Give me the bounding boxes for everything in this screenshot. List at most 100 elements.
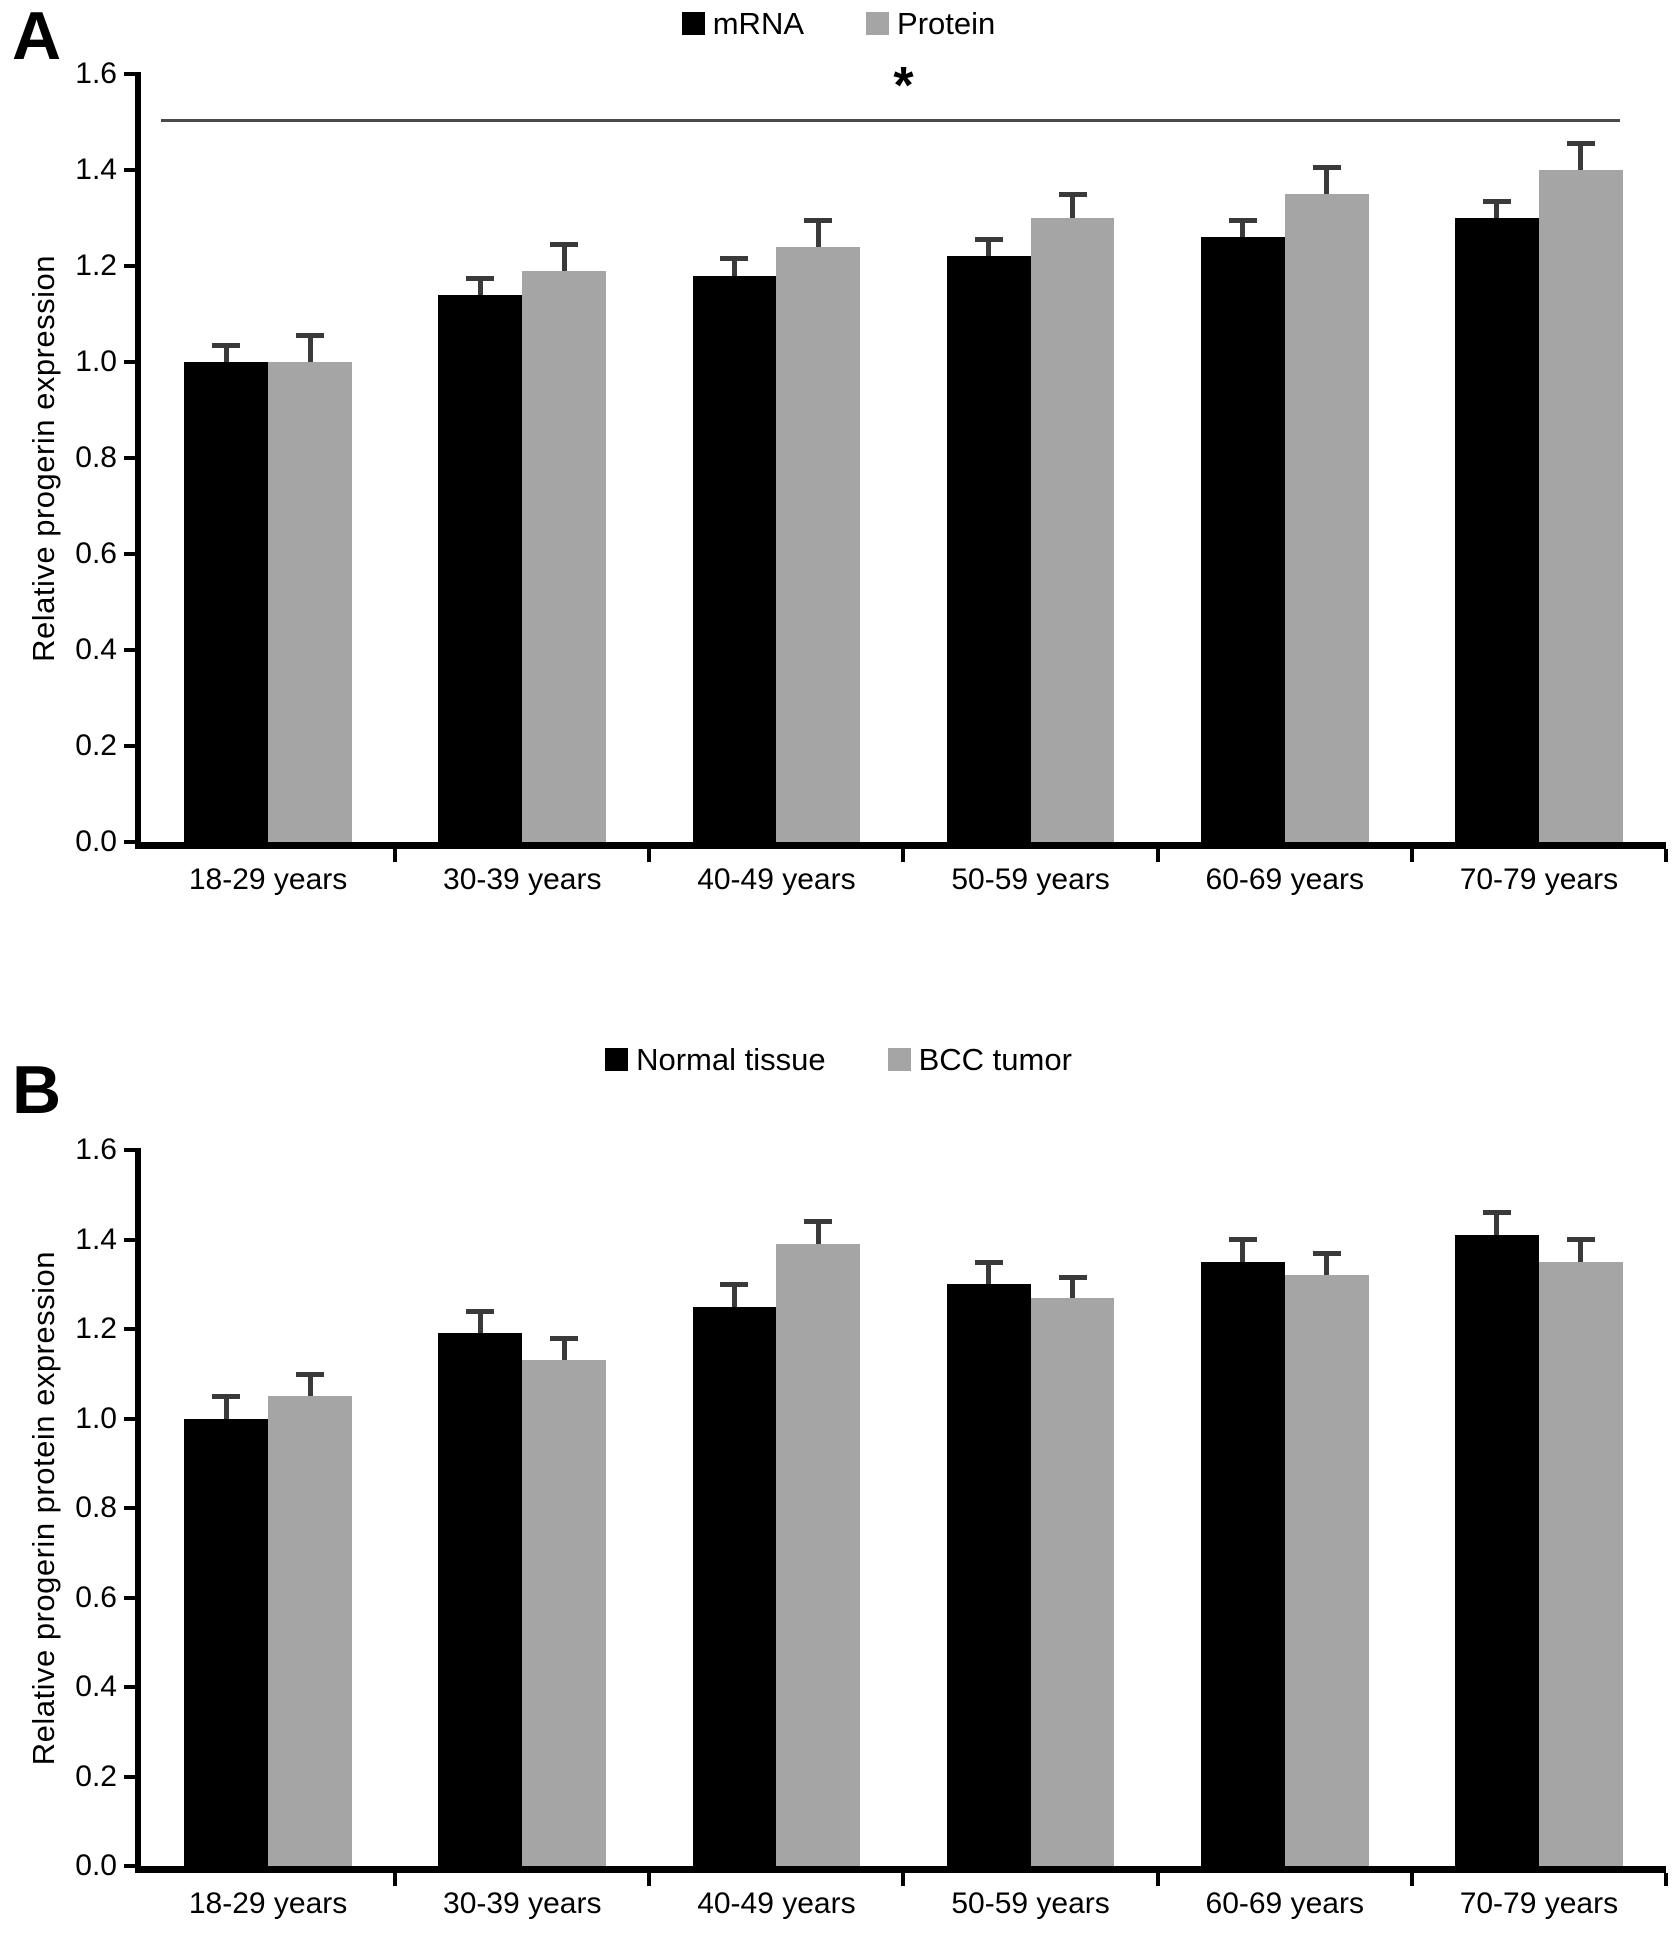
legend-swatch-normal-tissue xyxy=(605,1048,629,1071)
error-bar-cap xyxy=(466,275,495,281)
bar-protein xyxy=(1030,218,1115,842)
panel-a-label: A xyxy=(12,0,62,74)
error-bar-cap xyxy=(1566,141,1595,147)
bar-slot xyxy=(1030,1150,1115,1866)
bar-group: 18-29 years xyxy=(141,74,398,895)
error-bar-cap xyxy=(1482,1210,1511,1216)
bar-bcc-tumor xyxy=(776,1243,861,1866)
y-tick xyxy=(124,72,141,76)
bar-slot xyxy=(1200,74,1285,842)
error-bar-stem xyxy=(1578,1237,1584,1262)
y-tick-label: 0.0 xyxy=(75,1849,117,1882)
x-tick-label: 60-69 years xyxy=(1205,1887,1364,1920)
error-bar-cap xyxy=(1312,1250,1341,1256)
error-bar-stem xyxy=(815,1219,821,1244)
y-tick-label: 1.4 xyxy=(75,153,117,186)
legend-label-mrna: mRNA xyxy=(712,6,805,41)
error-bar-stem xyxy=(815,218,821,247)
error-bar-cap xyxy=(212,342,241,348)
error-bar-stem xyxy=(223,1393,229,1419)
bar-slot xyxy=(776,74,861,842)
y-tick-label: 0.4 xyxy=(75,1670,117,1703)
y-tick xyxy=(124,1595,141,1600)
bar-slot xyxy=(1538,1150,1623,1866)
y-tick-label: 0.4 xyxy=(75,633,117,666)
error-bar-cap xyxy=(1058,191,1087,197)
error-bar-cap xyxy=(974,237,1003,243)
error-bar-stem xyxy=(731,1282,737,1307)
y-tick-label: 0.8 xyxy=(75,441,117,474)
bar-protein xyxy=(268,362,352,842)
y-tick xyxy=(124,360,141,364)
bar-slot xyxy=(268,1150,352,1866)
error-bar-stem xyxy=(477,1308,483,1334)
bar-mrna xyxy=(1200,237,1285,842)
significance-asterisk: * xyxy=(893,57,914,115)
error-bar-cap xyxy=(720,256,749,262)
error-bar-cap xyxy=(296,333,324,339)
error-bar-stem xyxy=(1240,1237,1246,1262)
x-tick-label: 50-59 years xyxy=(951,1887,1110,1920)
legend-swatch-protein xyxy=(866,12,890,35)
x-tick xyxy=(901,849,906,862)
bar-protein xyxy=(776,246,861,842)
legend-b: Normal tissue BCC tumor xyxy=(0,1044,1677,1075)
y-tick xyxy=(124,552,141,556)
bar-group: 18-29 years xyxy=(141,1150,398,1919)
bar-protein xyxy=(1284,194,1369,842)
bar-group: 40-49 years xyxy=(649,1150,906,1919)
bar-group: 30-39 years xyxy=(395,74,652,895)
error-bar-stem xyxy=(1324,1250,1330,1276)
bar-bcc-tumor xyxy=(1030,1297,1115,1866)
bar-protein xyxy=(522,270,607,842)
bar-bcc-tumor xyxy=(1538,1261,1623,1866)
y-tick-label: 0.8 xyxy=(75,1491,117,1524)
error-bar-stem xyxy=(1070,191,1075,218)
x-tick xyxy=(647,849,652,862)
bar-slot xyxy=(184,74,269,842)
x-tick-label: 70-79 years xyxy=(1459,863,1619,896)
legend-item-protein: Protein xyxy=(866,8,995,39)
x-tick-label: 40-49 years xyxy=(697,863,856,896)
bar-slot xyxy=(1455,1150,1539,1866)
bar-slot xyxy=(268,74,352,842)
error-bar-cap xyxy=(1482,198,1511,204)
y-tick-label: 1.4 xyxy=(75,1222,117,1256)
bar-normal-tissue xyxy=(692,1306,777,1866)
y-tick-label: 0.2 xyxy=(75,729,117,762)
bar-group: 60-69 years xyxy=(1158,74,1414,895)
x-tick-label: 30-39 years xyxy=(443,863,602,896)
bar-group: 70-79 years xyxy=(1412,1150,1668,1919)
y-axis-title-wrap-b: Relative progerin protein expression xyxy=(12,1150,76,1866)
y-axis-title-wrap-a: Relative progerin expression xyxy=(12,74,76,842)
error-bar-cap xyxy=(1058,1275,1087,1281)
bar-normal-tissue xyxy=(1200,1261,1285,1866)
y-tick xyxy=(124,168,141,172)
bar-slot xyxy=(946,74,1031,842)
bar-slot xyxy=(946,1150,1031,1866)
x-tick xyxy=(1155,849,1160,862)
bar-slot xyxy=(1284,1150,1369,1866)
error-bar-stem xyxy=(986,1259,992,1285)
error-bar-cap xyxy=(212,1393,241,1399)
legend-a: mRNA Protein xyxy=(0,8,1677,39)
y-axis-title-b: Relative progerin protein expression xyxy=(26,1250,61,1766)
bar-slot xyxy=(1030,74,1115,842)
y-tick-label: 1.2 xyxy=(75,249,117,282)
bar-group: 40-49 years xyxy=(649,74,906,895)
error-bar-cap xyxy=(804,218,833,223)
bar-group: 50-59 years xyxy=(904,74,1160,895)
bar-slot xyxy=(692,74,777,842)
error-bar-stem xyxy=(223,342,229,362)
bar-group: 60-69 years xyxy=(1158,1150,1414,1919)
legend-label-bcc-tumor: BCC tumor xyxy=(918,1042,1072,1077)
y-tick xyxy=(124,1774,141,1779)
x-tick xyxy=(393,849,398,862)
y-tick-label: 1.0 xyxy=(75,345,117,378)
error-bar-cap xyxy=(550,242,579,247)
x-tick xyxy=(647,1873,652,1886)
error-bar-stem xyxy=(1240,218,1246,238)
error-bar-cap xyxy=(466,1308,495,1314)
error-bar-stem xyxy=(1494,1210,1500,1236)
y-tick-label: 1.2 xyxy=(75,1312,117,1345)
